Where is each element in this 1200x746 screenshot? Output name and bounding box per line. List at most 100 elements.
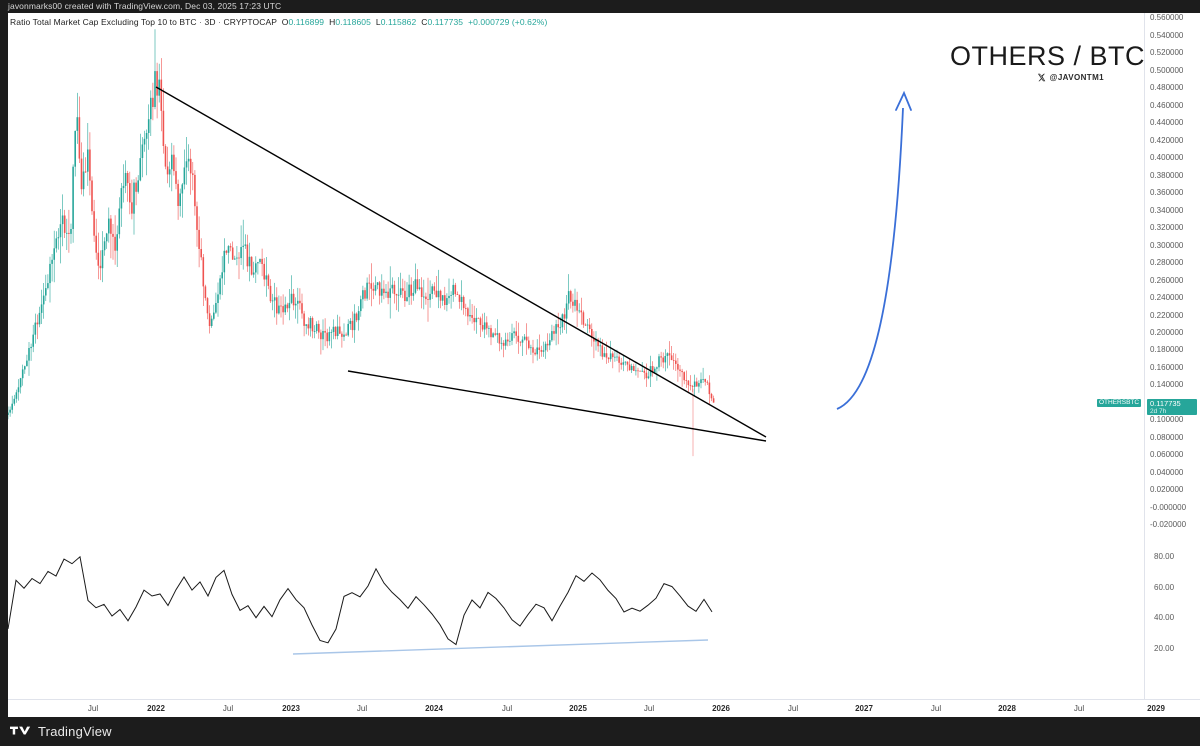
candle-body (362, 290, 364, 300)
candle-body (292, 293, 295, 306)
price-pane (8, 29, 912, 457)
candle-body (9, 409, 11, 413)
price-tick-label: 0.240000 (1150, 293, 1184, 303)
time-tick-label: Jul (787, 704, 799, 713)
bar-countdown: 2d 7h (1150, 408, 1167, 415)
candle-body (47, 283, 49, 289)
candle-body (168, 169, 171, 175)
legend-symbol[interactable]: Ratio Total Market Cap Excluding Top 10 … (10, 17, 197, 27)
last-price-value: 0.117735 (1150, 399, 1181, 408)
candle-body (332, 326, 335, 332)
candle-body (612, 353, 614, 358)
candle-body (246, 244, 249, 267)
candle-body (24, 366, 26, 370)
candle-body (658, 356, 660, 368)
tradingview-logo (10, 725, 32, 738)
candle-body (311, 318, 314, 332)
candle-body (544, 343, 547, 351)
candle-body (651, 366, 654, 373)
price-tick-label: 0.500000 (1150, 65, 1184, 75)
candle-body (582, 312, 585, 325)
price-tick-label: 0.380000 (1150, 170, 1184, 180)
candle-body (252, 272, 255, 275)
candle-body (425, 296, 427, 300)
rsi-tick-label: 60.00 (1154, 582, 1175, 592)
legend-separator-2: · (218, 17, 222, 27)
time-tick-label: 2026 (712, 704, 730, 713)
candle-body (131, 202, 133, 214)
candle-body (420, 287, 423, 297)
candle-body (580, 310, 583, 313)
candle-body (660, 356, 662, 358)
candle-body (467, 308, 469, 317)
candle-body (164, 146, 167, 167)
candle-body (635, 370, 637, 372)
candle-body (383, 288, 385, 294)
candle-body (208, 313, 211, 326)
chart-canvas[interactable]: Ratio Total Market Cap Excluding Top 10 … (8, 13, 1200, 717)
price-tick-label: 0.060000 (1150, 450, 1184, 460)
candle-body (681, 370, 683, 373)
candle-body (59, 224, 62, 238)
last-price-badge[interactable]: 0.117735 2d 7h (1147, 399, 1197, 415)
candle-body (265, 275, 268, 280)
candle-body (26, 360, 28, 367)
candle-body (374, 285, 377, 291)
candle-body (525, 336, 528, 341)
candle-body (187, 158, 190, 162)
candle-body (347, 323, 349, 336)
candle-body (175, 171, 177, 184)
candle-body (647, 376, 650, 379)
candle-body (643, 370, 646, 373)
candle-body (263, 263, 265, 280)
price-scale-axis[interactable]: 0.560000 0.540000 0.520000 0.500000 0.480000… (1097, 13, 1200, 717)
candle-body (622, 362, 625, 365)
candle-body (633, 366, 635, 371)
candle-body (454, 284, 457, 295)
candle-body (255, 263, 257, 273)
candle-body (66, 232, 68, 234)
candle-body (257, 262, 259, 264)
author-handle-watermark: @JAVONTM1 (1037, 73, 1104, 82)
candle-body (412, 292, 415, 296)
candle-body (82, 171, 85, 190)
chart-legend[interactable]: Ratio Total Market Cap Excluding Top 10 … (10, 17, 547, 28)
candle-body (483, 322, 486, 330)
candle-body (229, 246, 232, 248)
candle-body (55, 238, 58, 249)
candle-body (389, 288, 391, 298)
candle-body (189, 158, 192, 174)
candle-body (179, 193, 181, 206)
candle-body (87, 149, 89, 172)
candle-body (227, 246, 230, 253)
candle-body (444, 295, 446, 305)
candle-body (339, 326, 341, 334)
candle-body (61, 215, 64, 225)
trendline-group (155, 86, 767, 442)
candle-body (160, 79, 163, 111)
attribution-bar: javonmarks00 created with TradingView.co… (0, 0, 1200, 13)
candle-body (614, 356, 616, 358)
candle-body (605, 353, 608, 358)
candle-body (393, 284, 396, 294)
candle-body (171, 154, 173, 170)
candle-body (402, 288, 404, 291)
candle-body (368, 282, 370, 284)
candle-body (78, 117, 81, 159)
candle-body (521, 339, 524, 343)
candle-body (141, 144, 144, 158)
candlestick-series (8, 29, 715, 457)
candle-body (645, 372, 648, 379)
legend-change: +0.000729 (+0.62%) (468, 17, 548, 27)
time-tick-label: Jul (222, 704, 234, 713)
candle-body (668, 353, 671, 356)
candle-body (357, 311, 360, 321)
candle-body (450, 295, 452, 296)
candle-body (618, 356, 620, 363)
candle-body (591, 329, 593, 338)
legend-interval[interactable]: 3D (204, 17, 216, 27)
time-scale-axis[interactable]: Jul 2022 Jul 2023 Jul 2024 Jul 2025 Jul 2026 Jul 20… (8, 699, 1200, 717)
candle-body (399, 288, 402, 295)
candle-body (328, 332, 331, 342)
candle-body (185, 161, 188, 168)
